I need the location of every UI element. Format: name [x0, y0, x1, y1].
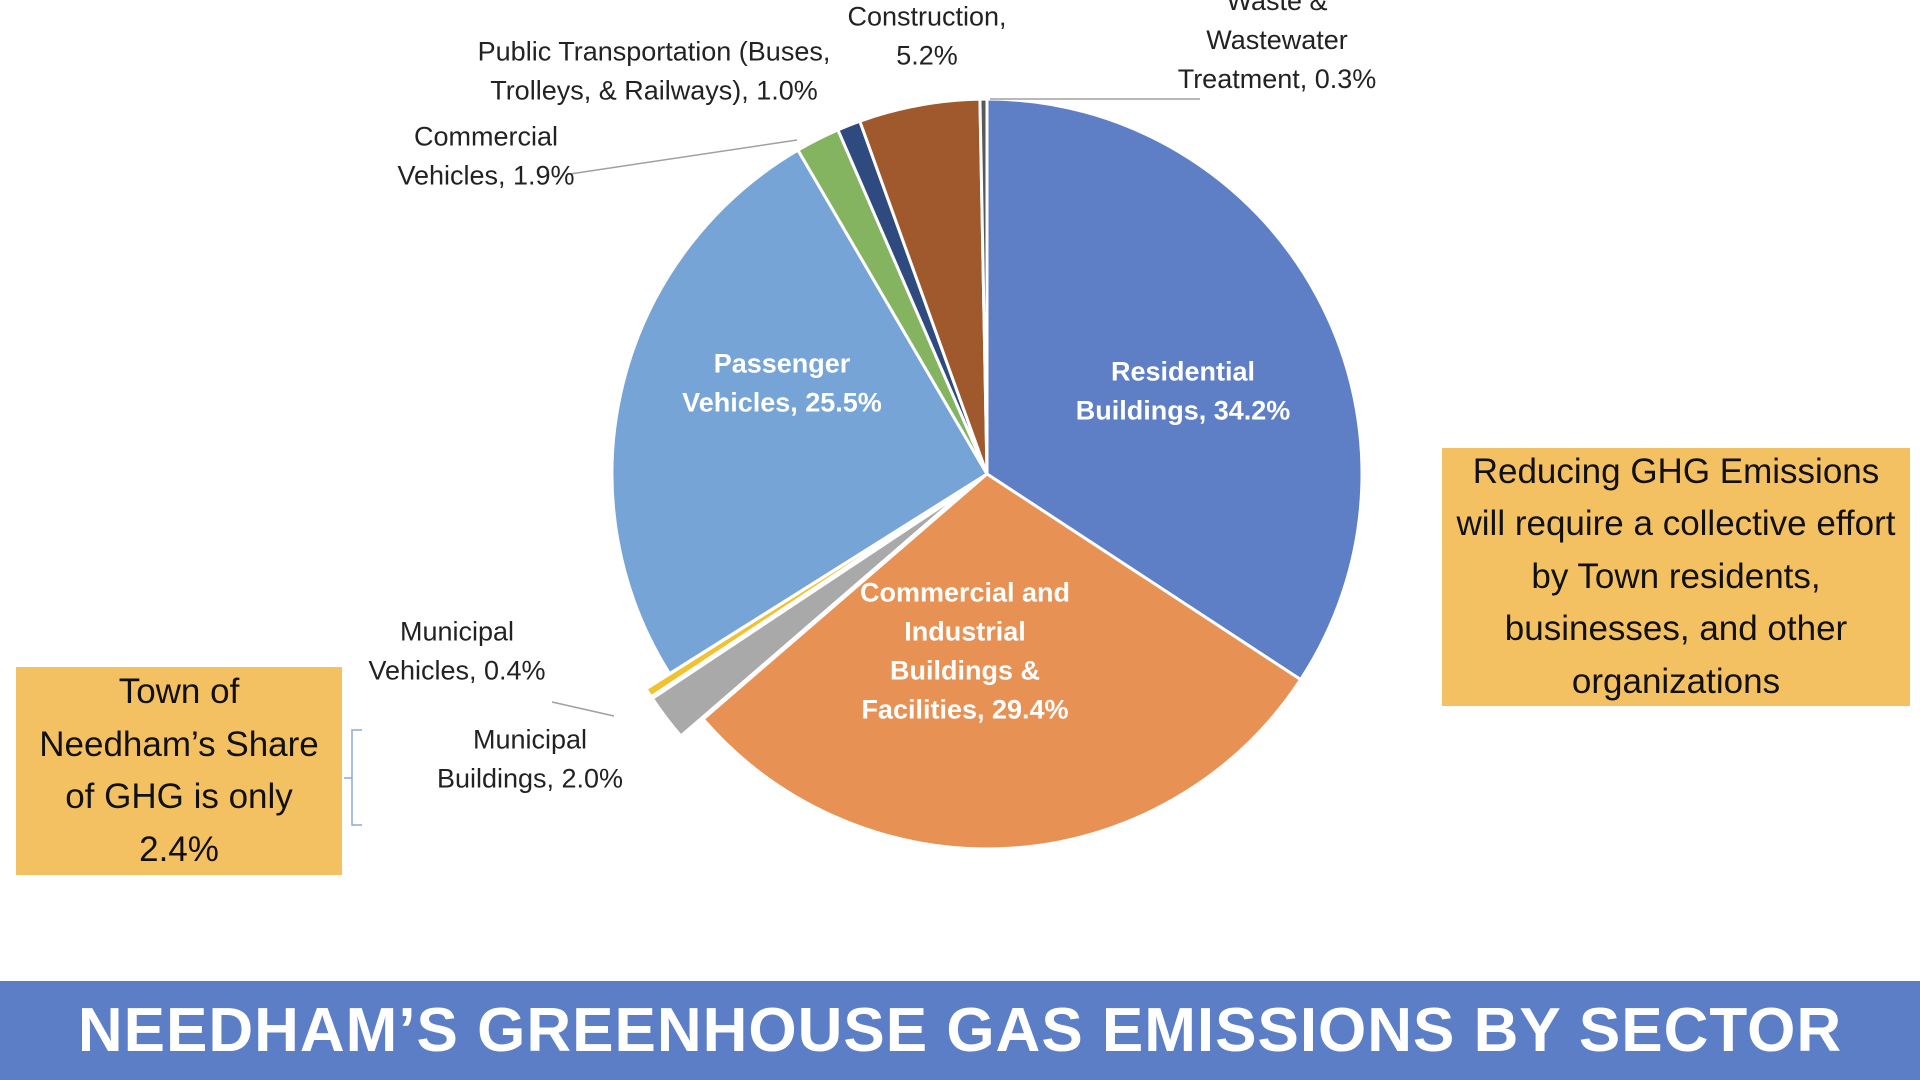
pie-slice-waste-wastewater-treatment: [978, 97, 989, 475]
slice-label-passenger-vehicles: Passenger Vehicles, 25.5%: [682, 349, 882, 418]
slice-label-municipal-buildings: Municipal Buildings, 2.0%: [437, 725, 623, 794]
slice-label-municipal-vehicles: Municipal Vehicles, 0.4%: [368, 617, 545, 686]
slice-label-public-transportation-buses-trolleys-railways: Public Transportation (Buses, Trolleys, &…: [478, 37, 831, 106]
slice-label-residential-buildings: Residential Buildings, 34.2%: [1076, 357, 1291, 426]
share-callout-box: Town of Needham’s Share of GHG is only 2…: [16, 667, 342, 875]
share-callout-text: Town of Needham’s Share of GHG is only 2…: [39, 672, 319, 869]
municipal-bracket: [344, 729, 362, 826]
pie-slice-municipal-buildings: [650, 489, 966, 739]
leader-line: [569, 139, 798, 175]
slice-label-commercial-vehicles: Commercial Vehicles, 1.9%: [397, 122, 574, 191]
pie-chart: Residential Buildings, 34.2% Commercial an…: [344, 0, 1377, 851]
pie-slice-passenger-vehicles: [610, 148, 990, 676]
effort-callout-box: Reducing GHG Emissions will require a co…: [1442, 448, 1910, 706]
slice-label-commercial-and-industrial-buildings-facilities: Commercial and Industrial Buildings & Facil…: [860, 578, 1070, 725]
pie-slice-commercial-and-industrial-buildings-facilities: [701, 472, 1303, 851]
page-title: NEEDHAM’S GREENHOUSE GAS EMISSIONS BY SE…: [77, 996, 1843, 1065]
effort-callout-text: Reducing GHG Emissions will require a co…: [1456, 451, 1896, 701]
title-banner: NEEDHAM’S GREENHOUSE GAS EMISSIONS BY SE…: [0, 981, 1920, 1080]
slice-label-construction: Construction, 5.2%: [847, 2, 1006, 71]
leader-line: [551, 701, 615, 717]
slice-label-waste-wastewater-treatment: Waste & Wastewater Treatment, 0.3%: [1178, 0, 1377, 94]
pie-slice-municipal-vehicles: [643, 487, 965, 699]
